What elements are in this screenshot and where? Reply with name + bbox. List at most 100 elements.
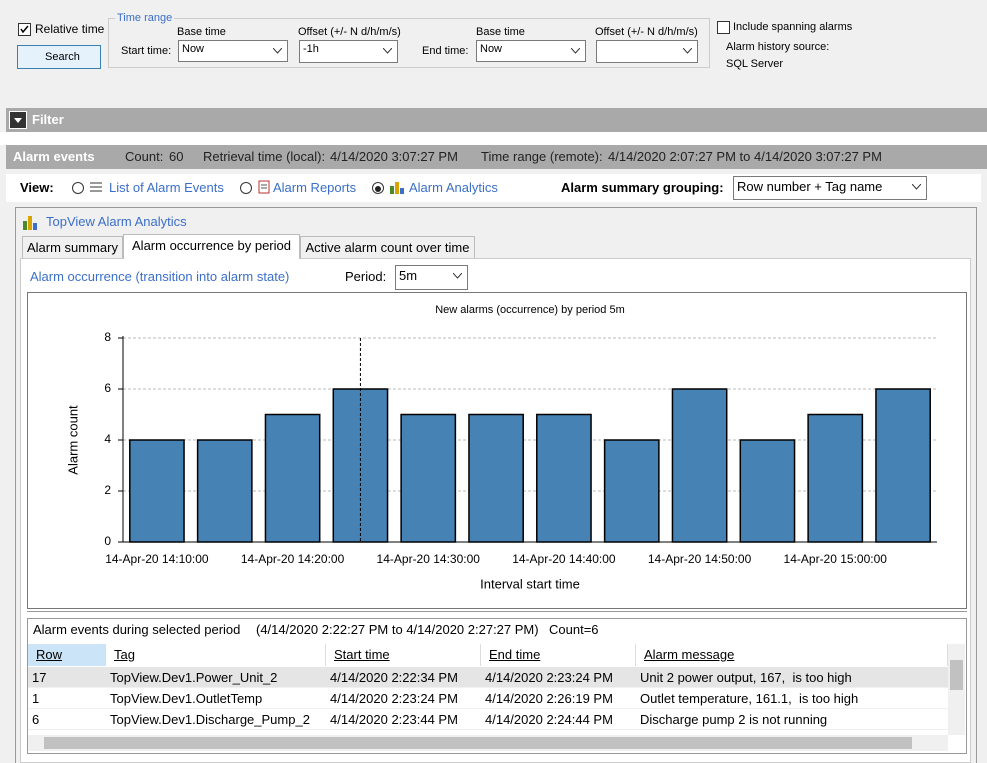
view-option[interactable]: List of Alarm Events [109,180,224,195]
analytics-icon [390,182,404,194]
horizontal-scrollbar[interactable] [28,735,948,751]
period-combo[interactable]: 5m [395,265,468,290]
splitter [27,611,967,612]
base-time-label: Base time [476,26,525,38]
table-cell: TopView.Dev1.Discharge_Pump_2 [110,712,310,727]
table-cell: TopView.Dev1.OutletTemp [110,691,263,706]
bar [129,439,185,543]
table-cell: 4/14/2020 2:23:24 PM [330,691,458,706]
y-tick-label: 8 [104,330,111,344]
x-tick-label: 14-Apr-20 14:40:00 [512,552,616,566]
table-cell: 17 [32,670,47,685]
relative-time-label: Relative time [35,22,105,36]
list-icon [90,182,102,192]
y-tick-label: 2 [104,483,111,497]
analytics-icon [23,216,37,230]
table-cell: Unit 2 power output, 167, is too high [640,670,852,685]
grouping-combo[interactable]: Row number + Tag name [733,176,927,200]
events-panel-count: Count=6 [549,622,599,637]
y-axis-label: Alarm count [65,405,80,475]
table-cell: 4/14/2020 2:22:34 PM [330,670,458,685]
view-option[interactable]: Alarm Analytics [409,180,498,195]
filter-bar[interactable]: Filter [6,108,987,132]
column-header[interactable]: End time [481,644,636,666]
column-header[interactable]: Alarm message [636,644,948,666]
tab-selected[interactable]: Alarm occurrence by period [123,234,300,259]
grouping-label: Alarm summary grouping: [561,180,724,195]
table-row[interactable] [28,667,948,688]
x-tick-label: 14-Apr-20 14:50:00 [648,552,752,566]
range-label: Time range (remote): [481,149,603,164]
start-offset-combo[interactable]: -1h [299,40,398,63]
bar [739,439,796,543]
events-panel-range: (4/14/2020 2:22:27 PM to 4/14/2020 2:27:… [256,622,539,637]
bar [671,388,728,543]
radio[interactable] [240,182,252,194]
filter-label: Filter [32,112,64,127]
table-cell: 6 [32,712,40,727]
table-cell: 1 [32,691,40,706]
table-cell: Outlet temperature, 161.1, is too high [640,691,859,706]
column-header[interactable]: Row [28,644,106,666]
view-option[interactable]: Alarm Reports [273,180,357,195]
table-cell: Discharge pump 2 is not running [640,712,828,727]
history-source-label: Alarm history source: [726,41,830,53]
offset-label: Offset (+/- N d/h/m/s) [298,26,401,38]
radio[interactable] [72,182,84,194]
tab[interactable]: Active alarm count over time [300,236,475,258]
end-time-label: End time: [422,45,469,57]
column-header[interactable]: Start time [326,644,481,666]
start-base-combo[interactable]: Now [178,40,288,62]
analytics-panel [15,207,977,763]
table-row[interactable] [28,709,948,730]
x-tick-label: 14-Apr-20 14:30:00 [377,552,481,566]
time-range-title: Time range [115,10,175,26]
retrieval-label: Retrieval time (local): [203,149,326,164]
search-label: Search [45,51,80,63]
y-tick-label: 6 [104,381,111,395]
tab[interactable]: Alarm summary [22,236,123,258]
expand-icon[interactable] [9,111,27,129]
table-row[interactable] [28,688,948,709]
retrieval-time: 4/14/2020 3:07:27 PM [330,149,458,164]
bar [196,439,253,543]
period-label: Period: [345,269,387,284]
bar [536,413,592,543]
count: 60 [169,149,184,164]
y-tick-label: 0 [104,534,111,548]
radio-selected[interactable] [372,182,384,194]
bar [875,388,931,543]
x-axis-label: Interval start time [480,576,580,591]
events-bar: Alarm events Count: 60 Retrieval time (l… [6,145,987,169]
combo-value: Now [480,43,503,55]
vertical-scrollbar[interactable] [948,644,965,735]
chart-title: New alarms (occurrence) by period 5m [435,304,625,316]
range: 4/14/2020 2:07:27 PM to 4/14/2020 3:07:2… [608,149,882,164]
base-time-label: Base time [177,26,226,38]
view-label: View: [20,180,54,195]
spacer [0,132,987,145]
chart[interactable]: New alarms (occurrence) by period 5m Alar… [27,292,967,609]
offset-label: Offset (+/- N d/h/m/s) [595,26,698,38]
search-button[interactable]: Search [17,45,101,69]
column-header[interactable]: Tag [106,644,326,666]
relative-time-checkbox[interactable] [18,23,31,36]
x-tick-label: 14-Apr-20 15:00:00 [784,552,888,566]
time-range-group [108,18,710,68]
start-time-label: Start time: [121,45,172,57]
end-base-combo[interactable]: Now [476,40,586,62]
chart-subtitle: Alarm occurrence (transition into alarm … [30,269,290,284]
history-source: SQL Server [726,58,784,70]
table-cell: TopView.Dev1.Power_Unit_2 [110,670,278,685]
report-icon [258,180,270,194]
combo-value: Now [182,43,205,55]
spanning-checkbox[interactable] [717,21,730,34]
end-offset-combo[interactable] [596,40,698,63]
events-panel-title: Alarm events during selected period [33,622,241,637]
combo-value: -1h [303,43,319,55]
analytics-title: TopView Alarm Analytics [46,214,187,229]
table-cell: 4/14/2020 2:23:24 PM [485,670,613,685]
x-tick-label: 14-Apr-20 14:20:00 [241,552,345,566]
bar [400,413,457,543]
